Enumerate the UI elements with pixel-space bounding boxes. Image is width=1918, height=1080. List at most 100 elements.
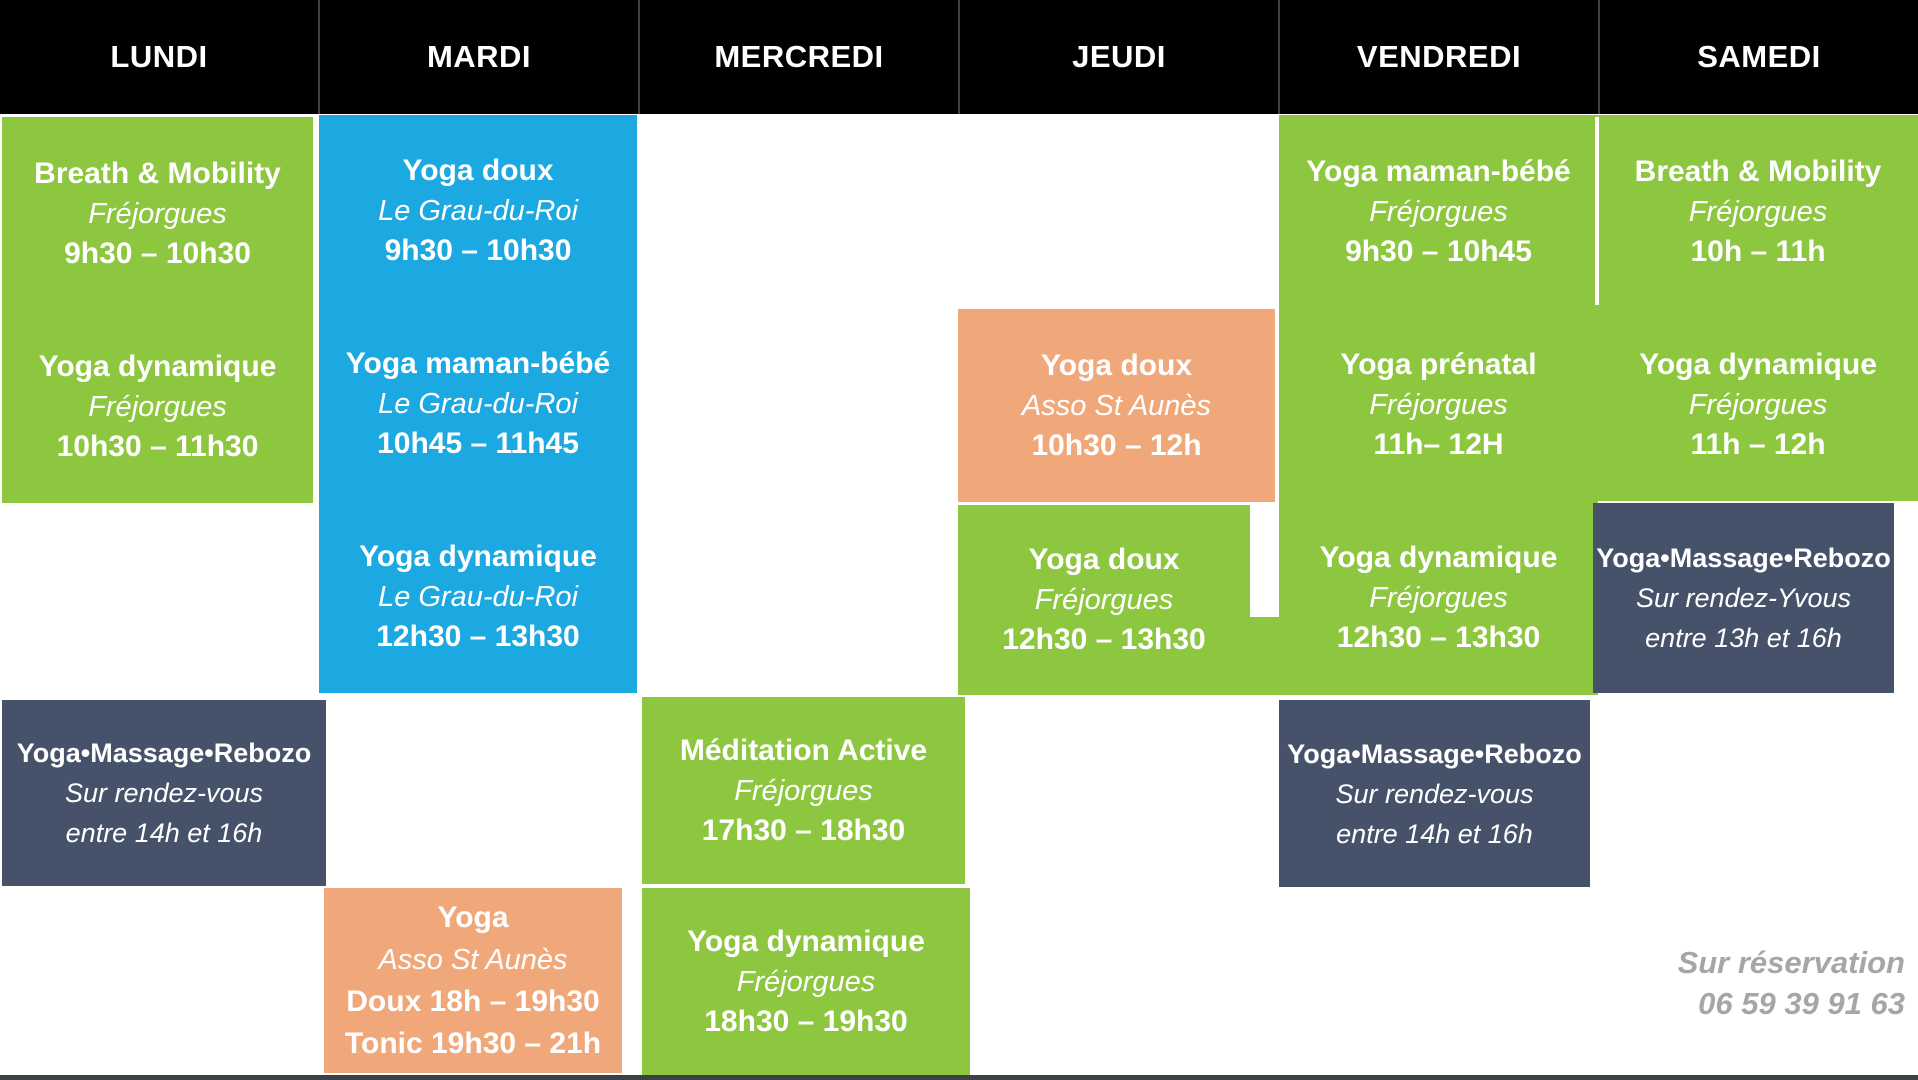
day-header-mardi: MARDI — [426, 39, 532, 74]
class-time: 12h30 – 13h30 — [376, 619, 580, 653]
class-title: Yoga — [437, 900, 509, 934]
class-entry: Yoga doux Le Grau-du-Roi 9h30 – 10h30 — [319, 115, 637, 308]
class-title: Yoga dynamique — [1319, 541, 1558, 575]
class-title: Yoga•Massage•Rebozo — [1287, 738, 1582, 769]
class-title: Yoga prénatal — [1340, 347, 1537, 381]
class-time: Doux 18h – 19h30 — [346, 984, 600, 1018]
class-block-mercredi-dynamique: Yoga dynamique Fréjorgues 18h30 – 19h30 — [642, 888, 970, 1075]
class-title: Yoga maman-bébé — [1306, 154, 1571, 188]
class-note: entre 14h et 16h — [1336, 818, 1533, 849]
class-time: 9h30 – 10h45 — [1345, 234, 1532, 268]
class-title: Yoga dynamique — [687, 924, 925, 958]
class-block-samedi-morning: Breath & Mobility Fréjorgues 10h – 11h Y… — [1598, 115, 1918, 501]
class-venue: Fréjorgues — [1369, 388, 1508, 421]
class-venue: Fréjorgues — [88, 390, 227, 423]
class-time: 9h30 – 10h30 — [384, 234, 572, 268]
class-block-vendredi-frejorgues: Yoga maman-bébé Fréjorgues 9h30 – 10h45 … — [1279, 115, 1598, 695]
class-entry: Yoga dynamique Fréjorgues 12h30 – 13h30 — [1279, 502, 1598, 695]
class-time: Tonic 19h30 – 21h — [344, 1026, 602, 1060]
class-entry: Breath & Mobility Fréjorgues 9h30 – 10h3… — [2, 117, 313, 310]
class-time: 9h30 – 10h30 — [64, 236, 251, 270]
class-venue: Fréjorgues — [734, 774, 873, 807]
class-entry: Yoga Asso St Aunès Doux 18h – 19h30 Toni… — [324, 888, 622, 1073]
class-title: Yoga•Massage•Rebozo — [1596, 543, 1891, 573]
class-entry: Méditation Active Fréjorgues 17h30 – 18h… — [642, 697, 965, 884]
bottom-rule — [0, 1075, 1918, 1080]
class-title: Yoga•Massage•Rebozo — [16, 738, 312, 768]
class-title: Yoga dynamique — [38, 349, 277, 383]
class-block-mardi-evening: Yoga Asso St Aunès Doux 18h – 19h30 Toni… — [324, 888, 622, 1073]
day-header-lundi: LUNDI — [110, 39, 208, 74]
class-time: 10h45 – 11h45 — [377, 427, 579, 460]
class-title: Méditation Active — [679, 733, 928, 767]
class-time: 10h30 – 11h30 — [56, 429, 259, 463]
class-time: 12h30 – 13h30 — [1336, 621, 1541, 655]
class-block-mercredi-meditation: Méditation Active Fréjorgues 17h30 – 18h… — [642, 697, 965, 884]
class-venue: Fréjorgues — [1034, 584, 1174, 616]
class-entry: Breath & Mobility Fréjorgues 10h – 11h — [1598, 115, 1918, 308]
day-header-jeudi: JEUDI — [1072, 39, 1166, 74]
day-header-bar: LUNDI MARDI MERCREDI JEUDI VENDREDI SAME… — [0, 0, 1918, 114]
header-separator — [958, 0, 960, 114]
class-entry: Yoga dynamique Fréjorgues 18h30 – 19h30 — [642, 888, 970, 1075]
class-time: 12h30 – 13h30 — [1002, 623, 1206, 656]
class-note: entre 14h et 16h — [65, 818, 263, 848]
class-entry: Yoga doux Fréjorgues 12h30 – 13h30 — [958, 505, 1250, 695]
class-time: 11h– 12H — [1373, 427, 1504, 461]
class-venue: Fréjorgues — [1688, 388, 1828, 421]
class-title: Breath & Mobility — [34, 156, 281, 190]
class-entry: Yoga•Massage•Rebozo Sur rendez-vous entr… — [1279, 700, 1590, 887]
class-block-mardi-grau-du-roi: Yoga doux Le Grau-du-Roi 9h30 – 10h30 Yo… — [319, 115, 637, 693]
class-title: Yoga doux — [1028, 543, 1180, 576]
class-time: 11h – 12h — [1690, 427, 1826, 461]
class-entry: Yoga dynamique Fréjorgues 11h – 12h — [1598, 308, 1918, 501]
class-venue: Fréjorgues — [1369, 195, 1508, 228]
class-entry: Yoga maman-bébé Le Grau-du-Roi 10h45 – 1… — [319, 308, 637, 501]
header-separator — [1278, 0, 1280, 114]
class-note: entre 13h et 16h — [1645, 623, 1842, 653]
class-block-vendredi-rebozo: Yoga•Massage•Rebozo Sur rendez-vous entr… — [1279, 700, 1590, 887]
reservation-note: Sur réservation 06 59 39 91 63 — [1400, 942, 1905, 1024]
class-block-samedi-rebozo: Yoga•Massage•Rebozo Sur rendez-Yvous ent… — [1593, 503, 1894, 693]
header-separator — [1598, 0, 1600, 114]
day-header-vendredi: VENDREDI — [1356, 39, 1522, 74]
class-venue: Asso St Aunès — [378, 943, 568, 976]
class-title: Breath & Mobility — [1634, 154, 1882, 188]
class-title: Yoga dynamique — [1639, 347, 1877, 381]
class-venue: Fréjorgues — [1369, 582, 1508, 615]
class-time: 10h – 11h — [1690, 234, 1826, 268]
class-note: Sur rendez-vous — [64, 778, 264, 808]
day-header-mercredi: MERCREDI — [714, 39, 884, 74]
class-venue: Fréjorgues — [1688, 195, 1828, 228]
class-time: 17h30 – 18h30 — [701, 813, 906, 847]
day-header-samedi: SAMEDI — [1697, 39, 1821, 74]
class-entry: Yoga prénatal Fréjorgues 11h– 12H — [1279, 308, 1598, 501]
header-separator — [318, 0, 320, 114]
class-title: Yoga maman-bébé — [345, 347, 611, 380]
class-block-jeudi-doux-aunes: Yoga doux Asso St Aunès 10h30 – 12h — [958, 309, 1275, 502]
class-venue: Le Grau-du-Roi — [378, 195, 578, 228]
class-note: Sur rendez-Yvous — [1635, 583, 1852, 613]
class-venue: Le Grau-du-Roi — [378, 388, 578, 420]
class-block-lundi-morning: Breath & Mobility Fréjorgues 9h30 – 10h3… — [2, 117, 313, 503]
column-separator — [1595, 117, 1599, 305]
class-venue: Fréjorgues — [88, 197, 227, 230]
class-time: 18h30 – 19h30 — [704, 1004, 908, 1038]
class-block-lundi-rebozo: Yoga•Massage•Rebozo Sur rendez-vous entr… — [2, 700, 326, 886]
class-entry: Yoga•Massage•Rebozo Sur rendez-vous entr… — [2, 700, 326, 886]
reservation-phone: 06 59 39 91 63 — [1698, 986, 1905, 1021]
class-block-jeudi-doux-frejorgues: Yoga doux Fréjorgues 12h30 – 13h30 — [958, 505, 1250, 695]
class-venue: Le Grau-du-Roi — [378, 580, 578, 613]
class-entry: Yoga maman-bébé Fréjorgues 9h30 – 10h45 — [1279, 115, 1598, 308]
header-separator — [638, 0, 640, 114]
class-entry: Yoga dynamique Fréjorgues 10h30 – 11h30 — [2, 310, 313, 503]
class-venue: Fréjorgues — [736, 965, 876, 998]
class-title: Yoga doux — [1040, 348, 1193, 382]
class-venue: Asso St Aunès — [1021, 389, 1212, 422]
reservation-label: Sur réservation — [1677, 945, 1905, 980]
class-entry: Yoga dynamique Le Grau-du-Roi 12h30 – 13… — [319, 500, 637, 693]
class-entry: Yoga•Massage•Rebozo Sur rendez-Yvous ent… — [1593, 503, 1894, 693]
class-entry: Yoga doux Asso St Aunès 10h30 – 12h — [958, 309, 1275, 502]
class-time: 10h30 – 12h — [1031, 428, 1202, 462]
